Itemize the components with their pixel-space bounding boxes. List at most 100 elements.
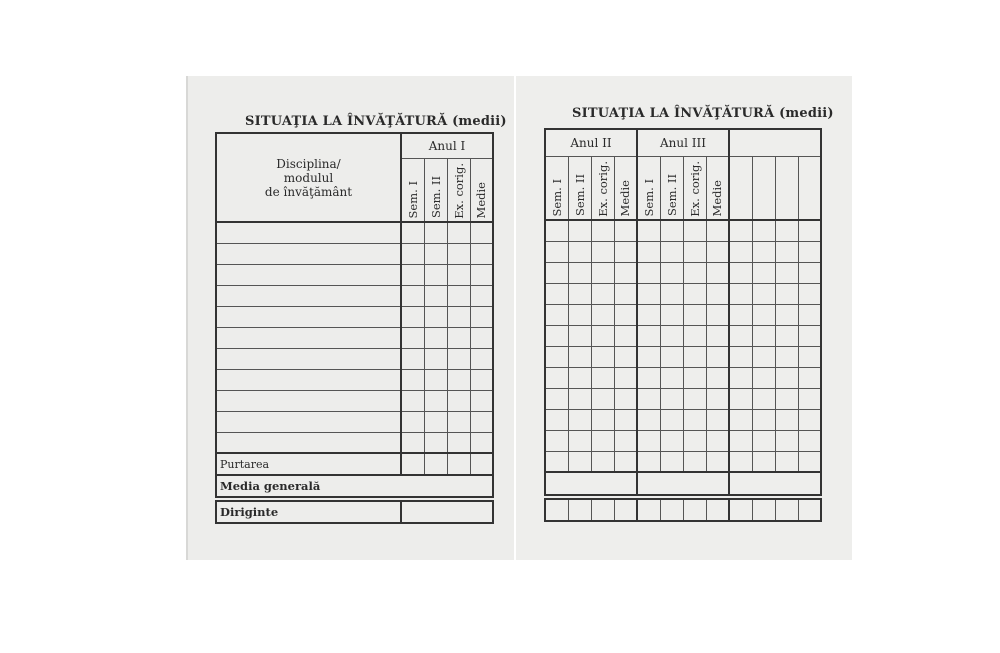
grade-cell[interactable] <box>469 431 495 454</box>
grade-cell[interactable] <box>613 387 639 410</box>
homeroom-teacher-signature[interactable] <box>399 500 495 525</box>
grade-cell[interactable] <box>613 345 639 368</box>
grade-cell[interactable] <box>705 387 731 410</box>
grade-cell[interactable] <box>423 347 448 370</box>
conduct-grade-cell[interactable] <box>423 452 448 476</box>
subject-cell[interactable] <box>215 221 402 244</box>
grade-cell[interactable] <box>567 387 592 410</box>
grade-cell[interactable] <box>446 263 471 286</box>
grade-cell[interactable] <box>469 305 495 328</box>
conduct-grade-cell[interactable] <box>446 452 471 476</box>
signature-cell[interactable] <box>590 498 615 522</box>
grade-cell[interactable] <box>659 345 684 368</box>
grade-cell[interactable] <box>423 284 448 307</box>
grade-cell[interactable] <box>469 368 495 391</box>
grade-cell[interactable] <box>728 450 753 473</box>
grade-cell[interactable] <box>774 387 799 410</box>
grade-cell[interactable] <box>636 219 661 242</box>
grade-cell[interactable] <box>613 219 639 242</box>
subject-cell[interactable] <box>215 368 402 391</box>
grade-cell[interactable] <box>446 389 471 412</box>
grade-cell[interactable] <box>682 282 707 305</box>
grade-cell[interactable] <box>682 219 707 242</box>
grade-cell[interactable] <box>797 387 823 410</box>
grade-cell[interactable] <box>423 242 448 265</box>
grade-cell[interactable] <box>682 324 707 347</box>
signature-cell[interactable] <box>613 498 638 522</box>
grade-cell[interactable] <box>590 219 615 242</box>
grade-cell[interactable] <box>544 450 569 473</box>
grade-cell[interactable] <box>613 408 639 431</box>
grade-cell[interactable] <box>797 408 823 431</box>
grade-cell[interactable] <box>446 221 471 244</box>
grade-cell[interactable] <box>544 282 569 305</box>
grade-cell[interactable] <box>636 324 661 347</box>
grade-cell[interactable] <box>636 303 661 326</box>
grade-cell[interactable] <box>590 240 615 263</box>
conduct-grade-cell[interactable] <box>400 452 425 476</box>
grade-cell[interactable] <box>751 324 776 347</box>
grade-cell[interactable] <box>400 389 425 412</box>
grade-cell[interactable] <box>544 408 569 431</box>
grade-cell[interactable] <box>659 387 684 410</box>
grade-cell[interactable] <box>613 450 639 473</box>
subject-cell[interactable] <box>215 389 402 412</box>
grade-cell[interactable] <box>774 429 799 452</box>
grade-cell[interactable] <box>774 303 799 326</box>
grade-cell[interactable] <box>400 242 425 265</box>
grade-cell[interactable] <box>728 387 753 410</box>
grade-cell[interactable] <box>400 431 425 454</box>
signature-cell[interactable] <box>728 498 753 522</box>
grade-cell[interactable] <box>400 368 425 391</box>
grade-cell[interactable] <box>567 429 592 452</box>
grade-cell[interactable] <box>590 366 615 389</box>
general-average-cell[interactable] <box>728 471 823 497</box>
signature-cell[interactable] <box>567 498 592 522</box>
grade-cell[interactable] <box>659 282 684 305</box>
grade-cell[interactable] <box>728 261 753 284</box>
grade-cell[interactable] <box>797 450 823 473</box>
grade-cell[interactable] <box>705 408 731 431</box>
grade-cell[interactable] <box>590 261 615 284</box>
grade-cell[interactable] <box>567 345 592 368</box>
grade-cell[interactable] <box>544 303 569 326</box>
subject-cell[interactable] <box>215 431 402 454</box>
grade-cell[interactable] <box>400 347 425 370</box>
grade-cell[interactable] <box>728 408 753 431</box>
grade-cell[interactable] <box>705 219 731 242</box>
grade-cell[interactable] <box>567 366 592 389</box>
grade-cell[interactable] <box>636 429 661 452</box>
grade-cell[interactable] <box>423 410 448 433</box>
grade-cell[interactable] <box>774 282 799 305</box>
grade-cell[interactable] <box>636 450 661 473</box>
grade-cell[interactable] <box>751 219 776 242</box>
grade-cell[interactable] <box>613 366 639 389</box>
grade-cell[interactable] <box>590 450 615 473</box>
grade-cell[interactable] <box>751 387 776 410</box>
grade-cell[interactable] <box>590 303 615 326</box>
grade-cell[interactable] <box>613 282 639 305</box>
grade-cell[interactable] <box>659 408 684 431</box>
grade-cell[interactable] <box>613 303 639 326</box>
grade-cell[interactable] <box>590 429 615 452</box>
grade-cell[interactable] <box>728 429 753 452</box>
grade-cell[interactable] <box>544 429 569 452</box>
signature-cell[interactable] <box>751 498 776 522</box>
grade-cell[interactable] <box>446 368 471 391</box>
grade-cell[interactable] <box>659 240 684 263</box>
grade-cell[interactable] <box>636 345 661 368</box>
grade-cell[interactable] <box>567 219 592 242</box>
grade-cell[interactable] <box>400 284 425 307</box>
signature-cell[interactable] <box>797 498 822 522</box>
grade-cell[interactable] <box>705 429 731 452</box>
grade-cell[interactable] <box>751 366 776 389</box>
grade-cell[interactable] <box>636 408 661 431</box>
grade-cell[interactable] <box>682 303 707 326</box>
grade-cell[interactable] <box>797 345 823 368</box>
grade-cell[interactable] <box>774 261 799 284</box>
grade-cell[interactable] <box>797 324 823 347</box>
grade-cell[interactable] <box>751 345 776 368</box>
grade-cell[interactable] <box>636 282 661 305</box>
conduct-grade-cell[interactable] <box>469 452 495 476</box>
grade-cell[interactable] <box>705 261 731 284</box>
